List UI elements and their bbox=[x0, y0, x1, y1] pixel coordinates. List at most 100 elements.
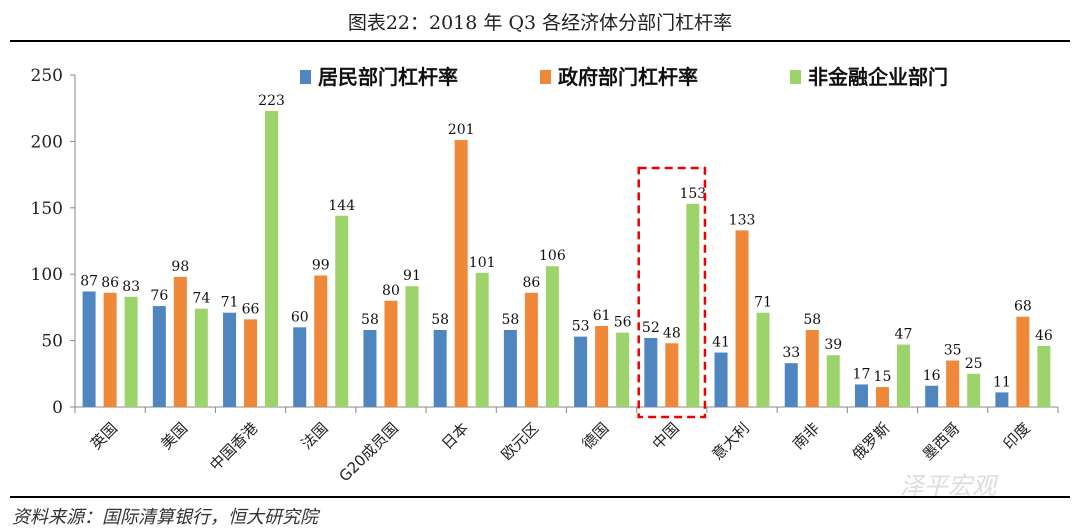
bar bbox=[896, 344, 910, 407]
bar bbox=[384, 300, 398, 407]
data-label: 74 bbox=[192, 291, 210, 307]
legend-swatch bbox=[300, 70, 311, 84]
x-tick-label: 南非 bbox=[789, 419, 823, 453]
x-tick-label: 英国 bbox=[87, 419, 121, 453]
data-label: 47 bbox=[895, 327, 913, 343]
bar bbox=[524, 292, 538, 407]
data-label: 41 bbox=[712, 335, 730, 351]
highlight-box bbox=[637, 166, 707, 419]
data-label: 17 bbox=[853, 366, 871, 382]
data-label: 58 bbox=[431, 312, 449, 328]
bar bbox=[946, 360, 960, 407]
x-tick-label: G20成员国 bbox=[336, 419, 402, 485]
data-label: 11 bbox=[993, 374, 1011, 390]
chart-title: 图表22：2018 年 Q3 各经济体分部门杠杆率 bbox=[347, 12, 733, 34]
bar bbox=[475, 272, 489, 407]
bar bbox=[665, 343, 679, 407]
data-label: 86 bbox=[522, 275, 540, 291]
bar bbox=[616, 332, 630, 407]
bar bbox=[363, 329, 377, 407]
bar bbox=[545, 266, 559, 407]
data-label: 98 bbox=[171, 259, 189, 275]
x-tick-label: 欧元区 bbox=[498, 419, 543, 464]
bar bbox=[756, 312, 770, 407]
bar bbox=[405, 286, 419, 407]
bar bbox=[293, 327, 307, 407]
source-note: 资料来源：国际清算银行，恒大研究院 bbox=[12, 507, 318, 528]
bar bbox=[967, 373, 981, 407]
top-divider bbox=[10, 40, 1070, 42]
data-label: 201 bbox=[448, 122, 475, 138]
data-label: 83 bbox=[122, 279, 140, 295]
bar bbox=[826, 355, 840, 407]
legend-label: 政府部门杠杆率 bbox=[558, 65, 698, 89]
x-tick-label: 意大利 bbox=[708, 419, 753, 464]
bar bbox=[265, 110, 279, 407]
x-tick-label: 法国 bbox=[298, 419, 332, 453]
data-label: 25 bbox=[965, 356, 983, 372]
legend-swatch bbox=[790, 70, 801, 84]
data-label: 153 bbox=[679, 186, 706, 202]
data-label: 58 bbox=[501, 312, 519, 328]
bottom-divider bbox=[10, 496, 1070, 498]
data-label: 16 bbox=[923, 368, 941, 384]
data-label: 46 bbox=[1035, 328, 1053, 344]
bar bbox=[244, 319, 258, 407]
legend-label: 非金融企业部门 bbox=[808, 65, 948, 89]
y-tick-label: 50 bbox=[41, 332, 63, 352]
watermark: 泽平宏观 bbox=[900, 472, 996, 500]
data-label: 91 bbox=[403, 268, 421, 284]
data-label: 86 bbox=[101, 275, 119, 291]
bar bbox=[1037, 345, 1051, 407]
data-label: 33 bbox=[782, 345, 800, 361]
bar bbox=[686, 203, 700, 407]
data-label: 106 bbox=[539, 248, 566, 264]
bar bbox=[454, 140, 468, 407]
data-label: 58 bbox=[803, 312, 821, 328]
data-label: 223 bbox=[258, 93, 285, 109]
bar bbox=[124, 296, 138, 407]
data-label: 144 bbox=[328, 198, 355, 214]
bar bbox=[644, 337, 658, 407]
x-tick-label: 中国香港 bbox=[206, 419, 261, 474]
bar bbox=[173, 276, 187, 407]
data-label: 61 bbox=[593, 308, 611, 324]
bar bbox=[103, 292, 117, 407]
data-label: 71 bbox=[754, 295, 772, 311]
data-label: 53 bbox=[572, 319, 590, 335]
data-label: 71 bbox=[221, 295, 239, 311]
bar bbox=[223, 312, 237, 407]
y-tick-label: 100 bbox=[31, 265, 63, 285]
bar bbox=[925, 385, 939, 407]
x-tick-label: 美国 bbox=[157, 419, 191, 453]
data-label: 39 bbox=[824, 337, 842, 353]
bar bbox=[805, 329, 819, 407]
data-label: 56 bbox=[614, 315, 632, 331]
data-label: 80 bbox=[382, 283, 400, 299]
data-label: 87 bbox=[80, 273, 98, 289]
data-label: 58 bbox=[361, 312, 379, 328]
bar bbox=[574, 336, 588, 407]
data-label: 133 bbox=[729, 212, 756, 228]
bar bbox=[875, 387, 889, 407]
bar bbox=[854, 384, 868, 407]
data-label: 68 bbox=[1014, 299, 1032, 315]
bar bbox=[194, 308, 208, 407]
data-label: 48 bbox=[663, 325, 681, 341]
data-label: 99 bbox=[312, 258, 330, 274]
bar bbox=[735, 230, 749, 407]
data-label: 15 bbox=[874, 369, 892, 385]
bar bbox=[314, 275, 328, 407]
bar bbox=[714, 352, 728, 407]
bar bbox=[1016, 316, 1030, 407]
x-tick-label: 俄罗斯 bbox=[849, 419, 894, 464]
bar bbox=[784, 363, 798, 407]
x-tick-label: 印度 bbox=[1000, 419, 1034, 453]
y-tick-label: 150 bbox=[31, 199, 63, 219]
y-tick-label: 200 bbox=[31, 132, 63, 152]
bar bbox=[995, 392, 1009, 407]
bar bbox=[152, 306, 166, 407]
legend-label: 居民部门杠杆率 bbox=[318, 65, 458, 89]
data-label: 101 bbox=[469, 255, 496, 271]
